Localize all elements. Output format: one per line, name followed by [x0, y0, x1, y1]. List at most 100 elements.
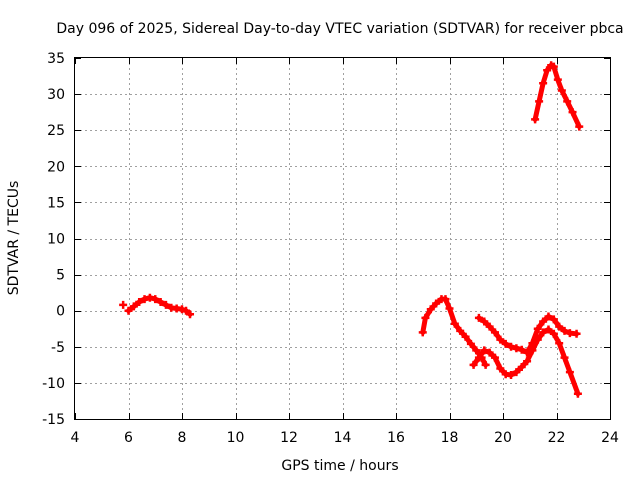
data-point: [543, 66, 552, 75]
data-point: [553, 75, 562, 84]
data-point: [517, 363, 526, 372]
data-point: [461, 332, 470, 341]
data-point: [485, 348, 494, 357]
series-arc-1: [119, 300, 128, 309]
data-point: [496, 335, 505, 344]
data-point: [156, 298, 165, 307]
data-point: [466, 339, 475, 348]
x-tick-label: 18: [441, 430, 459, 446]
y-tick-label: 35: [47, 51, 65, 67]
y-tick-label: -10: [42, 376, 65, 392]
data-point: [531, 115, 540, 124]
data-point: [555, 322, 564, 331]
data-point: [528, 339, 537, 348]
data-point: [441, 295, 450, 304]
data-point: [560, 353, 569, 362]
data-point: [539, 317, 548, 326]
x-tick-label: 24: [601, 430, 619, 446]
data-point: [474, 353, 483, 362]
y-tick-label: 5: [56, 268, 65, 284]
data-point: [485, 322, 494, 331]
grid: [75, 58, 610, 419]
x-tick-label: 8: [178, 430, 187, 446]
y-tick-label: 15: [47, 195, 65, 211]
series-layer: [119, 61, 584, 398]
x-tick-label: 22: [548, 430, 566, 446]
data-point: [182, 306, 191, 315]
data-point: [572, 329, 581, 338]
series-arc-3: [418, 295, 490, 369]
data-point: [549, 329, 558, 338]
data-point: [480, 317, 489, 326]
series-arc-4: [469, 325, 582, 398]
data-point: [178, 305, 186, 314]
data-point: [565, 368, 574, 377]
y-tick-label: 30: [47, 87, 65, 103]
data-point: [490, 353, 499, 362]
data-point: [557, 86, 566, 95]
y-tick-label: 10: [47, 232, 65, 248]
data-point: [501, 339, 510, 348]
data-point: [450, 319, 459, 328]
data-point: [555, 339, 564, 348]
data-point: [151, 295, 160, 304]
data-point: [563, 97, 572, 106]
axis-ticks: [75, 58, 611, 420]
series-arc-5: [474, 312, 581, 357]
data-point: [421, 313, 430, 322]
data-point: [575, 122, 584, 131]
data-point: [186, 310, 195, 319]
series-arc-6: [531, 61, 584, 131]
data-point: [418, 328, 427, 337]
x-tick-label: 12: [280, 430, 298, 446]
chart-title: Day 096 of 2025, Sidereal Day-to-day VTE…: [56, 21, 623, 37]
data-point: [124, 306, 133, 315]
y-tick-label: 20: [47, 159, 65, 175]
data-point: [145, 293, 154, 302]
data-point: [507, 342, 516, 351]
series-line: [532, 62, 582, 130]
data-point: [523, 348, 532, 357]
data-point: [490, 328, 499, 337]
data-point: [539, 328, 548, 337]
data-point: [549, 315, 558, 324]
data-point: [119, 300, 128, 309]
x-tick-label: 20: [494, 430, 512, 446]
data-point: [523, 357, 532, 366]
data-point: [549, 62, 558, 71]
y-tick-label: 0: [56, 304, 65, 320]
data-point: [539, 79, 548, 88]
data-point: [560, 326, 569, 335]
y-axis-label: SDTVAR / TECUs: [6, 181, 22, 296]
series-arc-2: [124, 293, 195, 319]
data-point: [480, 346, 489, 355]
tick-labels: 4 6 8 10 12 14 16 18 20 22 24 -15 -10 -5 0 5 10 15 20 25 30 3…: [42, 51, 619, 446]
data-point: [432, 299, 441, 308]
y-tick-label: 25: [47, 123, 65, 139]
data-point: [517, 345, 526, 354]
data-point: [129, 302, 138, 311]
x-tick-label: 16: [387, 430, 405, 446]
x-tick-label: 6: [124, 430, 133, 446]
data-point: [512, 344, 521, 353]
data-point: [161, 300, 170, 309]
x-tick-label: 10: [227, 430, 245, 446]
data-point: [445, 304, 454, 313]
data-point: [568, 108, 577, 117]
x-tick-label: 14: [334, 430, 352, 446]
data-point: [135, 298, 144, 307]
data-point: [533, 324, 542, 333]
x-tick-label: 4: [71, 430, 80, 446]
data-point: [512, 368, 521, 377]
plot-frame: [74, 57, 611, 420]
x-axis-label: GPS time / hours: [281, 458, 398, 474]
data-point: [565, 329, 574, 338]
y-tick-label: -15: [42, 412, 65, 428]
data-point: [573, 389, 582, 398]
data-point: [426, 305, 435, 314]
data-point: [474, 313, 483, 322]
y-tick-label: -5: [51, 340, 65, 356]
data-point: [481, 360, 490, 369]
data-point: [472, 346, 481, 355]
